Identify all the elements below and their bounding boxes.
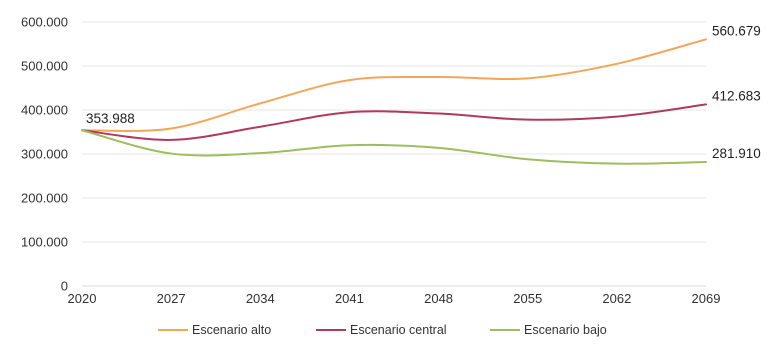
legend-label-escenario-bajo: Escenario bajo <box>524 323 607 337</box>
start-value-label: 353.988 <box>86 111 135 126</box>
legend-label-escenario-alto: Escenario alto <box>192 323 271 337</box>
series-line-escenario-central <box>81 103 707 141</box>
series-line-escenario-bajo <box>81 129 707 165</box>
y-tick-label: 500.000 <box>21 59 68 74</box>
x-tick-label: 2027 <box>157 291 186 306</box>
end-value-label-escenario-alto: 560.679 <box>712 23 761 38</box>
x-tick-label: 2069 <box>692 291 721 306</box>
series-line-escenario-alto <box>81 38 707 132</box>
end-value-label-escenario-bajo: 281.910 <box>712 146 761 161</box>
x-tick-label: 2062 <box>602 291 631 306</box>
legend-label-escenario-central: Escenario central <box>350 323 447 337</box>
y-tick-label: 400.000 <box>21 103 68 118</box>
y-axis-ticks: 0 100.000 200.000 300.000 400.000 500.000 600.… <box>21 15 68 294</box>
data-labels: 560.679 412.683 281.910 353.988 <box>86 23 761 161</box>
x-tick-label: 2034 <box>246 291 275 306</box>
y-tick-label: 600.000 <box>21 15 68 30</box>
series-lines <box>81 38 707 165</box>
y-tick-label: 100.000 <box>21 235 68 250</box>
x-tick-label: 2041 <box>335 291 364 306</box>
x-tick-label: 2055 <box>513 291 542 306</box>
x-tick-label: 2048 <box>424 291 453 306</box>
x-axis-ticks: 2020 2027 2034 2041 2048 2055 2062 2069 <box>68 291 721 306</box>
legend: Escenario alto Escenario central Escenario… <box>158 323 607 337</box>
y-tick-label: 200.000 <box>21 191 68 206</box>
y-tick-label: 0 <box>61 279 68 294</box>
end-value-label-escenario-central: 412.683 <box>712 88 761 103</box>
x-tick-label: 2020 <box>68 291 97 306</box>
y-tick-label: 300.000 <box>21 147 68 162</box>
